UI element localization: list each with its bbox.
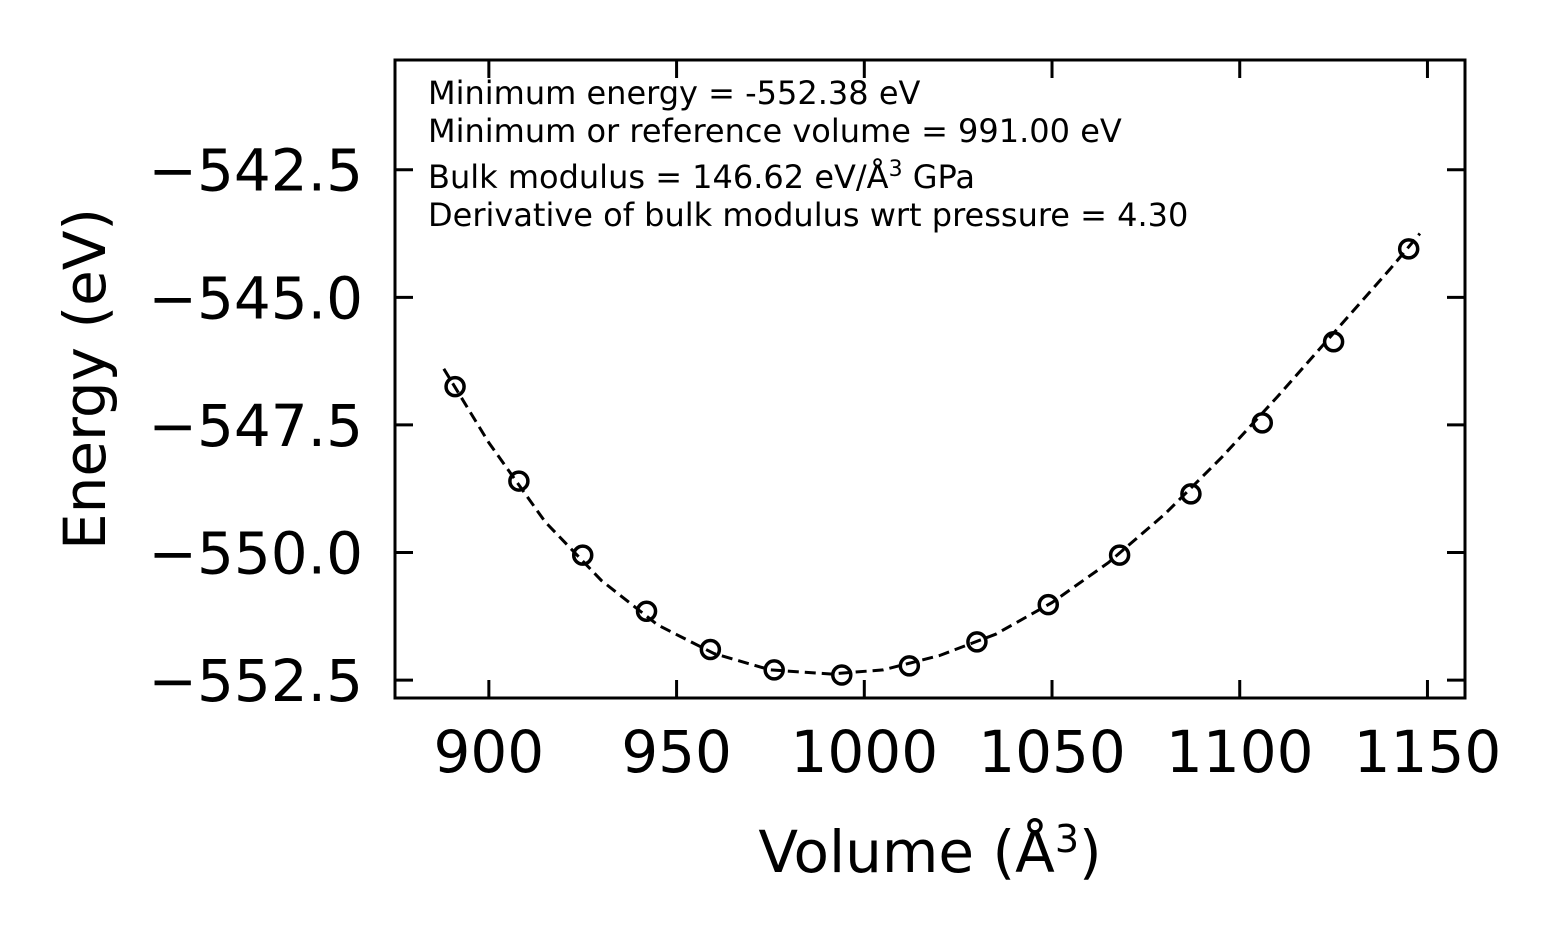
data-point [508,470,530,492]
data-point [699,638,722,661]
y-tick-label: −550.0 [148,520,363,588]
x-tick-label: 900 [434,718,545,786]
annotation-box: Minimum energy = -552.38 eV Minimum or r… [428,74,1188,234]
y-tick-label: −545.0 [148,264,363,332]
plot-series [442,232,1422,686]
x-tick-label: 1150 [1354,718,1502,786]
plot-frame [393,58,1467,700]
x-axis-label: Volume (Å3) [758,817,1101,886]
data-point [444,375,466,398]
x-tick-labels: 900 950 1000 1050 1100 1150 [434,718,1502,786]
data-point [831,664,853,686]
x-tick-label: 950 [621,718,732,786]
annotation-bulk-modulus-main: Bulk modulus = 146.62 eV/Å [428,158,889,196]
x-axis-label-sup: 3 [1055,817,1079,861]
annotation-ref-volume: Minimum or reference volume = 991.00 eV [428,112,1122,150]
data-point [763,659,785,681]
data-point [898,655,921,677]
x-tick-label: 1050 [978,718,1126,786]
annotation-bulk-modulus-sup: 3 [889,157,903,182]
data-point [1397,238,1420,260]
data-point [1180,483,1202,505]
x-axis-label-end: ) [1079,818,1102,886]
data-point [1251,412,1274,434]
y-tick-label: −547.5 [148,392,363,460]
y-tick-label: −552.5 [148,647,363,715]
y-tick-label: −542.5 [148,137,363,205]
y-axis-label: Energy (eV) [51,208,119,550]
annotation-bulk-modulus: Bulk modulus = 146.62 eV/Å3 GPa [428,157,975,196]
data-point [1322,330,1345,353]
data-point [635,600,658,622]
x-tick-label: 1100 [1166,718,1314,786]
data-point [1108,544,1131,566]
fit-curve [442,232,1422,676]
y-tick-labels: −542.5 −545.0 −547.5 −550.0 −552.5 [148,137,363,715]
data-point [966,631,988,653]
tick-marks [395,60,1465,698]
annotation-bulk-derivative: Derivative of bulk modulus wrt pressure … [428,196,1188,234]
data-point [1037,593,1060,616]
annotation-bulk-modulus-unit: GPa [903,158,975,196]
data-point [571,544,594,566]
x-tick-label: 1000 [790,718,938,786]
x-axis-label-main: Volume (Å [758,817,1055,886]
annotation-min-energy: Minimum energy = -552.38 eV [428,74,921,112]
